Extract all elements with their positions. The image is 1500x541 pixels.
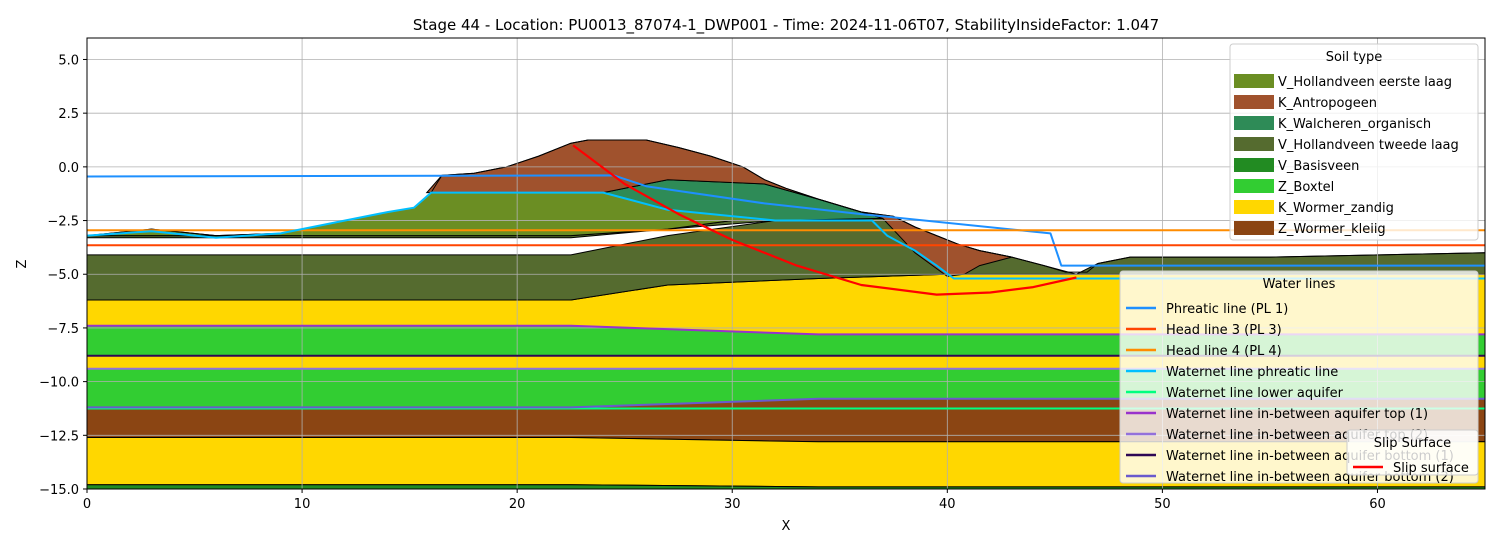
soil-legend-box [1229, 43, 1479, 241]
soil-legend-label-2: K_Walcheren_organisch [1278, 117, 1431, 132]
x-tick-label-2: 20 [509, 497, 526, 512]
soil-legend-swatch-3 [1234, 137, 1274, 151]
plot-frame [86, 37, 1486, 490]
soil-legend-swatch-0 [1234, 74, 1274, 88]
slip-surface-layer [572, 144, 1077, 296]
slip-legend-title: Slip Surface [1374, 436, 1451, 451]
x-tick-label-1: 10 [294, 497, 311, 512]
y-tick-label-3: −2.5 [47, 215, 79, 230]
soil-legend-label-7: Z_Wormer_kleiig [1278, 222, 1386, 237]
y-tick-label-1: 2.5 [58, 107, 79, 122]
water-line-3 [87, 191, 1485, 280]
y-tick-label-8: −15.0 [39, 483, 79, 498]
x-tick-label-6: 60 [1369, 497, 1386, 512]
soil-legend-label-3: V_Hollandveen tweede laag [1278, 138, 1459, 153]
y-axis-ticks: 5.0 2.5 0.0 −2.5 −5.0 −7.5 −10.0 −12.5 −15.0 [39, 53, 87, 498]
slip-legend-box [1346, 429, 1479, 476]
y-tick-label-6: −10.0 [39, 376, 79, 391]
water-legend-label-3: Waternet line phreatic line [1166, 365, 1338, 380]
soil-legend-swatch-6 [1234, 200, 1274, 214]
soil-legend-swatch-2 [1234, 116, 1274, 130]
soil-legend-title: Soil type [1326, 50, 1383, 65]
soil-legend-label-6: K_Wormer_zandig [1278, 201, 1394, 216]
soil-layer-2 [87, 484, 1485, 489]
water-legend-label-1: Head line 3 (PL 3) [1166, 323, 1282, 338]
x-axis-ticks: 0 10 20 30 40 50 60 [83, 489, 1386, 512]
slip-legend-label-0: Slip surface [1393, 461, 1469, 476]
water-legend-title: Water lines [1263, 277, 1336, 292]
x-tick-label-5: 50 [1154, 497, 1171, 512]
y-axis-label: Z [15, 259, 30, 268]
slip-surface-curve [572, 144, 1077, 296]
x-tick-label-4: 40 [939, 497, 956, 512]
water-legend-label-4: Waternet line lower aquifer [1166, 386, 1344, 401]
soil-legend-swatch-5 [1234, 179, 1274, 193]
soil-legend-label-4: V_Basisveen [1278, 159, 1359, 174]
x-axis-label: X [782, 519, 791, 534]
y-tick-label-5: −7.5 [47, 322, 79, 337]
y-tick-label-0: 5.0 [58, 53, 79, 68]
y-tick-label-7: −12.5 [39, 429, 79, 444]
chart-title: Stage 44 - Location: PU0013_87074-1_DWP0… [413, 16, 1159, 35]
soil-legend-swatch-1 [1234, 95, 1274, 109]
water-legend-label-0: Phreatic line (PL 1) [1166, 302, 1288, 317]
x-tick-label-0: 0 [83, 497, 91, 512]
soil-legend-label-0: V_Hollandveen eerste laag [1278, 75, 1452, 90]
soil-legend-swatch-4 [1234, 158, 1274, 172]
y-tick-label-4: −5.0 [47, 268, 79, 283]
soil-legend-label-1: K_Antropogeen [1278, 96, 1377, 111]
water-legend-label-2: Head line 4 (PL 4) [1166, 344, 1282, 359]
water-line-0 [87, 174, 1485, 267]
soil-legend-swatch-7 [1234, 221, 1274, 235]
soil-type-legend: Soil type V_Hollandveen eerste laag K_Antr… [1229, 43, 1479, 241]
slip-surface-legend: Slip Surface Slip surface [1346, 429, 1479, 476]
water-legend-label-5: Waternet line in-between aquifer top (1) [1166, 407, 1428, 422]
x-tick-label-3: 30 [724, 497, 741, 512]
soil-legend-label-5: Z_Boxtel [1278, 180, 1334, 195]
y-tick-label-2: 0.0 [58, 161, 79, 176]
